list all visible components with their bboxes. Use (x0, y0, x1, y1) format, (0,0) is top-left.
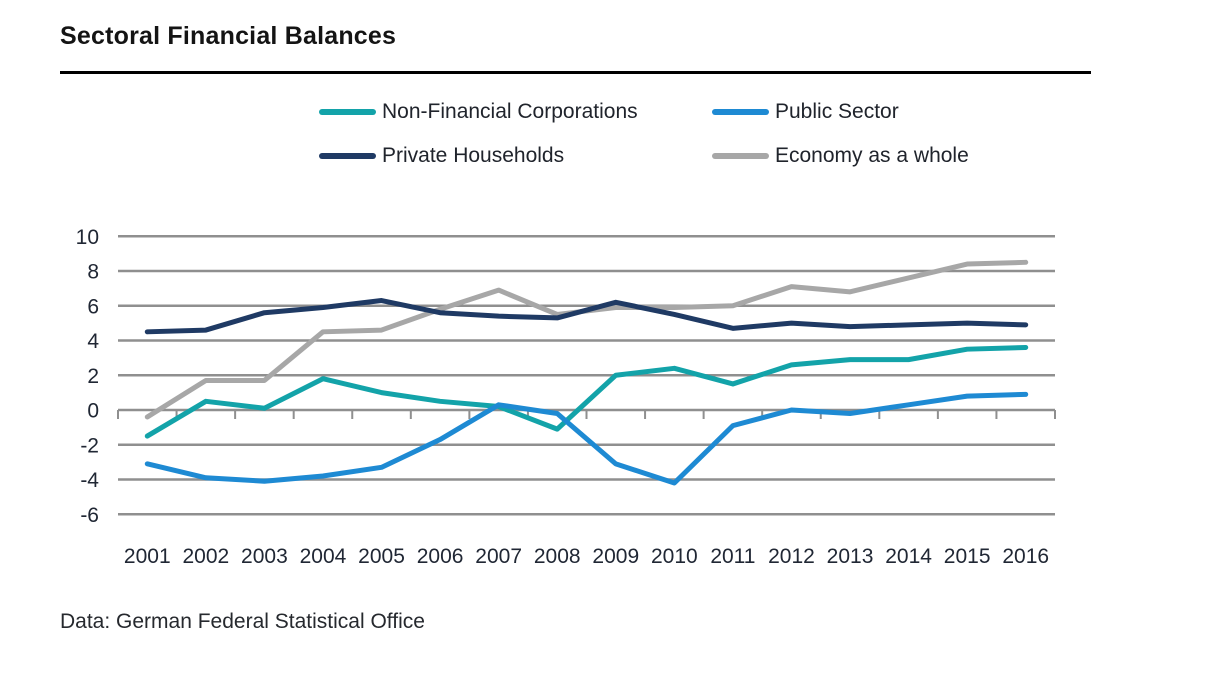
data-source-caption: Data: German Federal Statistical Office (60, 610, 425, 633)
legend-swatch-icon (712, 109, 769, 115)
legend-label: Non-Financial Corporations (382, 100, 638, 123)
y-axis-label: -4 (80, 469, 99, 492)
y-axis-label: -2 (80, 434, 99, 457)
y-axis-label: 8 (87, 261, 99, 284)
y-axis-label: -6 (80, 504, 99, 527)
series-line-public-sector (144, 391, 1029, 486)
x-axis-label: 2004 (300, 545, 347, 568)
legend-swatch-icon (319, 109, 376, 115)
series-line-non-financial-corporations (144, 344, 1029, 439)
legend-item-non-financial-corporations: Non-Financial Corporations (319, 100, 638, 124)
y-axis-label: 0 (87, 400, 99, 423)
x-axis-label: 2006 (417, 545, 464, 568)
x-axis-label: 2009 (592, 545, 639, 568)
x-axis-label: 2005 (358, 545, 405, 568)
y-axis-label: 2 (87, 365, 99, 388)
x-axis-label: 2011 (710, 545, 755, 568)
page-title: Sectoral Financial Balances (60, 22, 397, 50)
x-axis-label: 2015 (944, 545, 991, 568)
x-axis-label: 2016 (1002, 545, 1049, 568)
legend-label: Private Households (382, 144, 565, 167)
legend-label: Public Sector (775, 100, 899, 123)
legend-item-economy-as-a-whole: Economy as a whole (712, 144, 969, 168)
title-divider (60, 71, 1091, 74)
legend-label: Economy as a whole (775, 144, 969, 167)
legend-swatch-icon (712, 153, 769, 159)
x-axis-label: 2002 (182, 545, 229, 568)
y-axis-label: 4 (87, 330, 99, 353)
y-axis-label: 10 (76, 226, 99, 249)
legend-item-public-sector: Public Sector (712, 100, 899, 124)
x-axis-label: 2013 (827, 545, 874, 568)
x-axis-label: 2014 (885, 545, 932, 568)
x-axis-label: 2001 (124, 545, 171, 568)
series-line-private-households (144, 298, 1029, 335)
x-axis-label: 2010 (651, 545, 698, 568)
legend-swatch-icon (319, 153, 376, 159)
x-axis-label: 2007 (475, 545, 522, 568)
x-axis-label: 2012 (768, 545, 815, 568)
legend-item-private-households: Private Households (319, 144, 564, 168)
x-axis-label: 2003 (241, 545, 288, 568)
y-axis-label: 6 (87, 295, 99, 318)
x-axis-label: 2008 (534, 545, 581, 568)
